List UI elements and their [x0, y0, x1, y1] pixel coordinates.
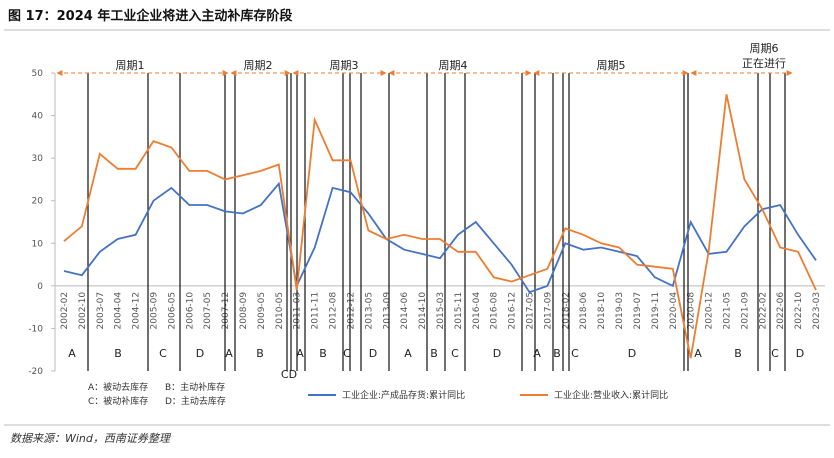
y-tick-label: 30	[32, 154, 44, 164]
phase-label: A	[296, 347, 304, 360]
phase-legend: B：主动补库存	[165, 381, 225, 393]
phase-label: B	[114, 347, 122, 360]
x-tick-label: 2004-12	[132, 292, 142, 330]
phase-label: A	[225, 347, 233, 360]
x-tick-label: 2007-12	[221, 292, 231, 330]
phase-legend: C：被动补库存	[88, 395, 148, 407]
phase-label: C	[159, 347, 167, 360]
x-tick-label: 2023-03	[812, 292, 822, 330]
x-tick-label: 2011-11	[311, 292, 321, 330]
x-tick-label: 2012-08	[329, 292, 339, 330]
x-tick-label: 2005-09	[149, 292, 159, 330]
x-tick-label: 2009-05	[257, 292, 267, 330]
phase-label: A	[404, 347, 412, 360]
x-tick-label: 2021-05	[723, 292, 733, 330]
phase-label: B	[553, 347, 561, 360]
x-tick-label: 2012-12	[346, 292, 356, 330]
x-tick-label: 2017-05	[526, 292, 536, 330]
x-tick-label: 2020-12	[705, 292, 715, 330]
x-tick-label: 2018-06	[579, 292, 589, 330]
series-line	[63, 94, 817, 359]
x-tick-label: 2011-03	[293, 292, 303, 330]
x-tick-label: 2006-10	[185, 292, 195, 330]
x-tick-label: 2019-03	[615, 292, 625, 330]
phase-label: D	[196, 347, 204, 360]
phase-legend: D：主动去库存	[165, 395, 226, 407]
cycle-label: 周期3	[330, 59, 359, 72]
x-tick-label: 2015-03	[436, 292, 446, 330]
phase-label: D	[628, 347, 636, 360]
x-tick-label: 2013-09	[382, 292, 392, 330]
phase-label: D	[369, 347, 377, 360]
source: 数据来源：Wind，西南证券整理	[10, 432, 172, 445]
x-tick-label: 2006-05	[167, 292, 177, 330]
phase-label: C	[451, 347, 459, 360]
phase-label: C	[343, 347, 351, 360]
x-tick-label: 2016-08	[490, 292, 500, 330]
x-tick-label: 2018-02	[561, 292, 571, 330]
x-tick-label: 2018-10	[597, 292, 607, 330]
phase-label: CD	[281, 368, 297, 381]
cycle-label: 周期1	[116, 59, 145, 72]
y-tick-label: 10	[32, 239, 44, 249]
y-tick-label: -10	[28, 324, 43, 334]
x-tick-label: 2020-08	[687, 292, 697, 330]
phase-label: A	[68, 347, 76, 360]
y-tick-label: 20	[32, 197, 44, 207]
x-tick-label: 2008-09	[239, 292, 249, 330]
x-tick-label: 2004-04	[114, 292, 124, 330]
phase-label: A	[533, 347, 541, 360]
x-tick-label: 2003-07	[96, 292, 106, 330]
x-tick-label: 2007-05	[203, 292, 213, 330]
phase-label: B	[430, 347, 438, 360]
phase-label: C	[571, 347, 579, 360]
x-tick-label: 2016-04	[472, 292, 482, 330]
phase-label: B	[319, 347, 327, 360]
x-tick-label: 2022-02	[758, 292, 768, 330]
phase-label: B	[256, 347, 264, 360]
x-tick-label: 2020-04	[669, 292, 679, 330]
x-tick-label: 2010-05	[275, 292, 285, 330]
x-tick-label: 2014-10	[418, 292, 428, 330]
series-line	[63, 181, 817, 294]
cycle-note: 正在进行	[742, 57, 786, 70]
cycle-label: 周期6	[750, 42, 779, 55]
cycle-label: 周期4	[439, 59, 468, 72]
x-tick-label: 2016-12	[508, 292, 518, 330]
x-tick-label: 2022-06	[776, 292, 786, 330]
phase-legend: A：被动去库存	[88, 381, 148, 393]
cycle-label: 周期5	[597, 59, 626, 72]
x-tick-label: 2002-10	[78, 292, 88, 330]
legend-label: 工业企业:产成品存货:累计同比	[342, 389, 465, 401]
x-tick-label: 2013-05	[364, 292, 374, 330]
y-tick-label: 50	[32, 69, 44, 79]
legend-label: 工业企业:营业收入:累计同比	[554, 389, 668, 401]
phase-label: A	[694, 347, 702, 360]
x-tick-label: 2014-06	[400, 292, 410, 330]
x-tick-label: 2022-10	[794, 292, 804, 330]
cycle-label: 周期2	[244, 59, 273, 72]
phase-label: B	[734, 347, 742, 360]
phase-label: D	[493, 347, 501, 360]
chart-title: 图 17：2024 年工业企业将进入主动补库存阶段	[8, 8, 292, 24]
y-tick-label: 0	[37, 282, 43, 292]
x-tick-label: 2019-07	[633, 292, 643, 330]
x-tick-label: 2021-09	[740, 292, 750, 330]
x-tick-label: 2019-11	[651, 292, 661, 330]
y-tick-label: 40	[32, 112, 44, 122]
phase-label: D	[796, 347, 804, 360]
y-tick-label: -20	[28, 367, 43, 377]
phase-label: C	[771, 347, 779, 360]
x-tick-label: 2017-09	[543, 292, 553, 330]
x-tick-label: 2015-11	[454, 292, 464, 330]
x-tick-label: 2002-02	[60, 292, 70, 330]
